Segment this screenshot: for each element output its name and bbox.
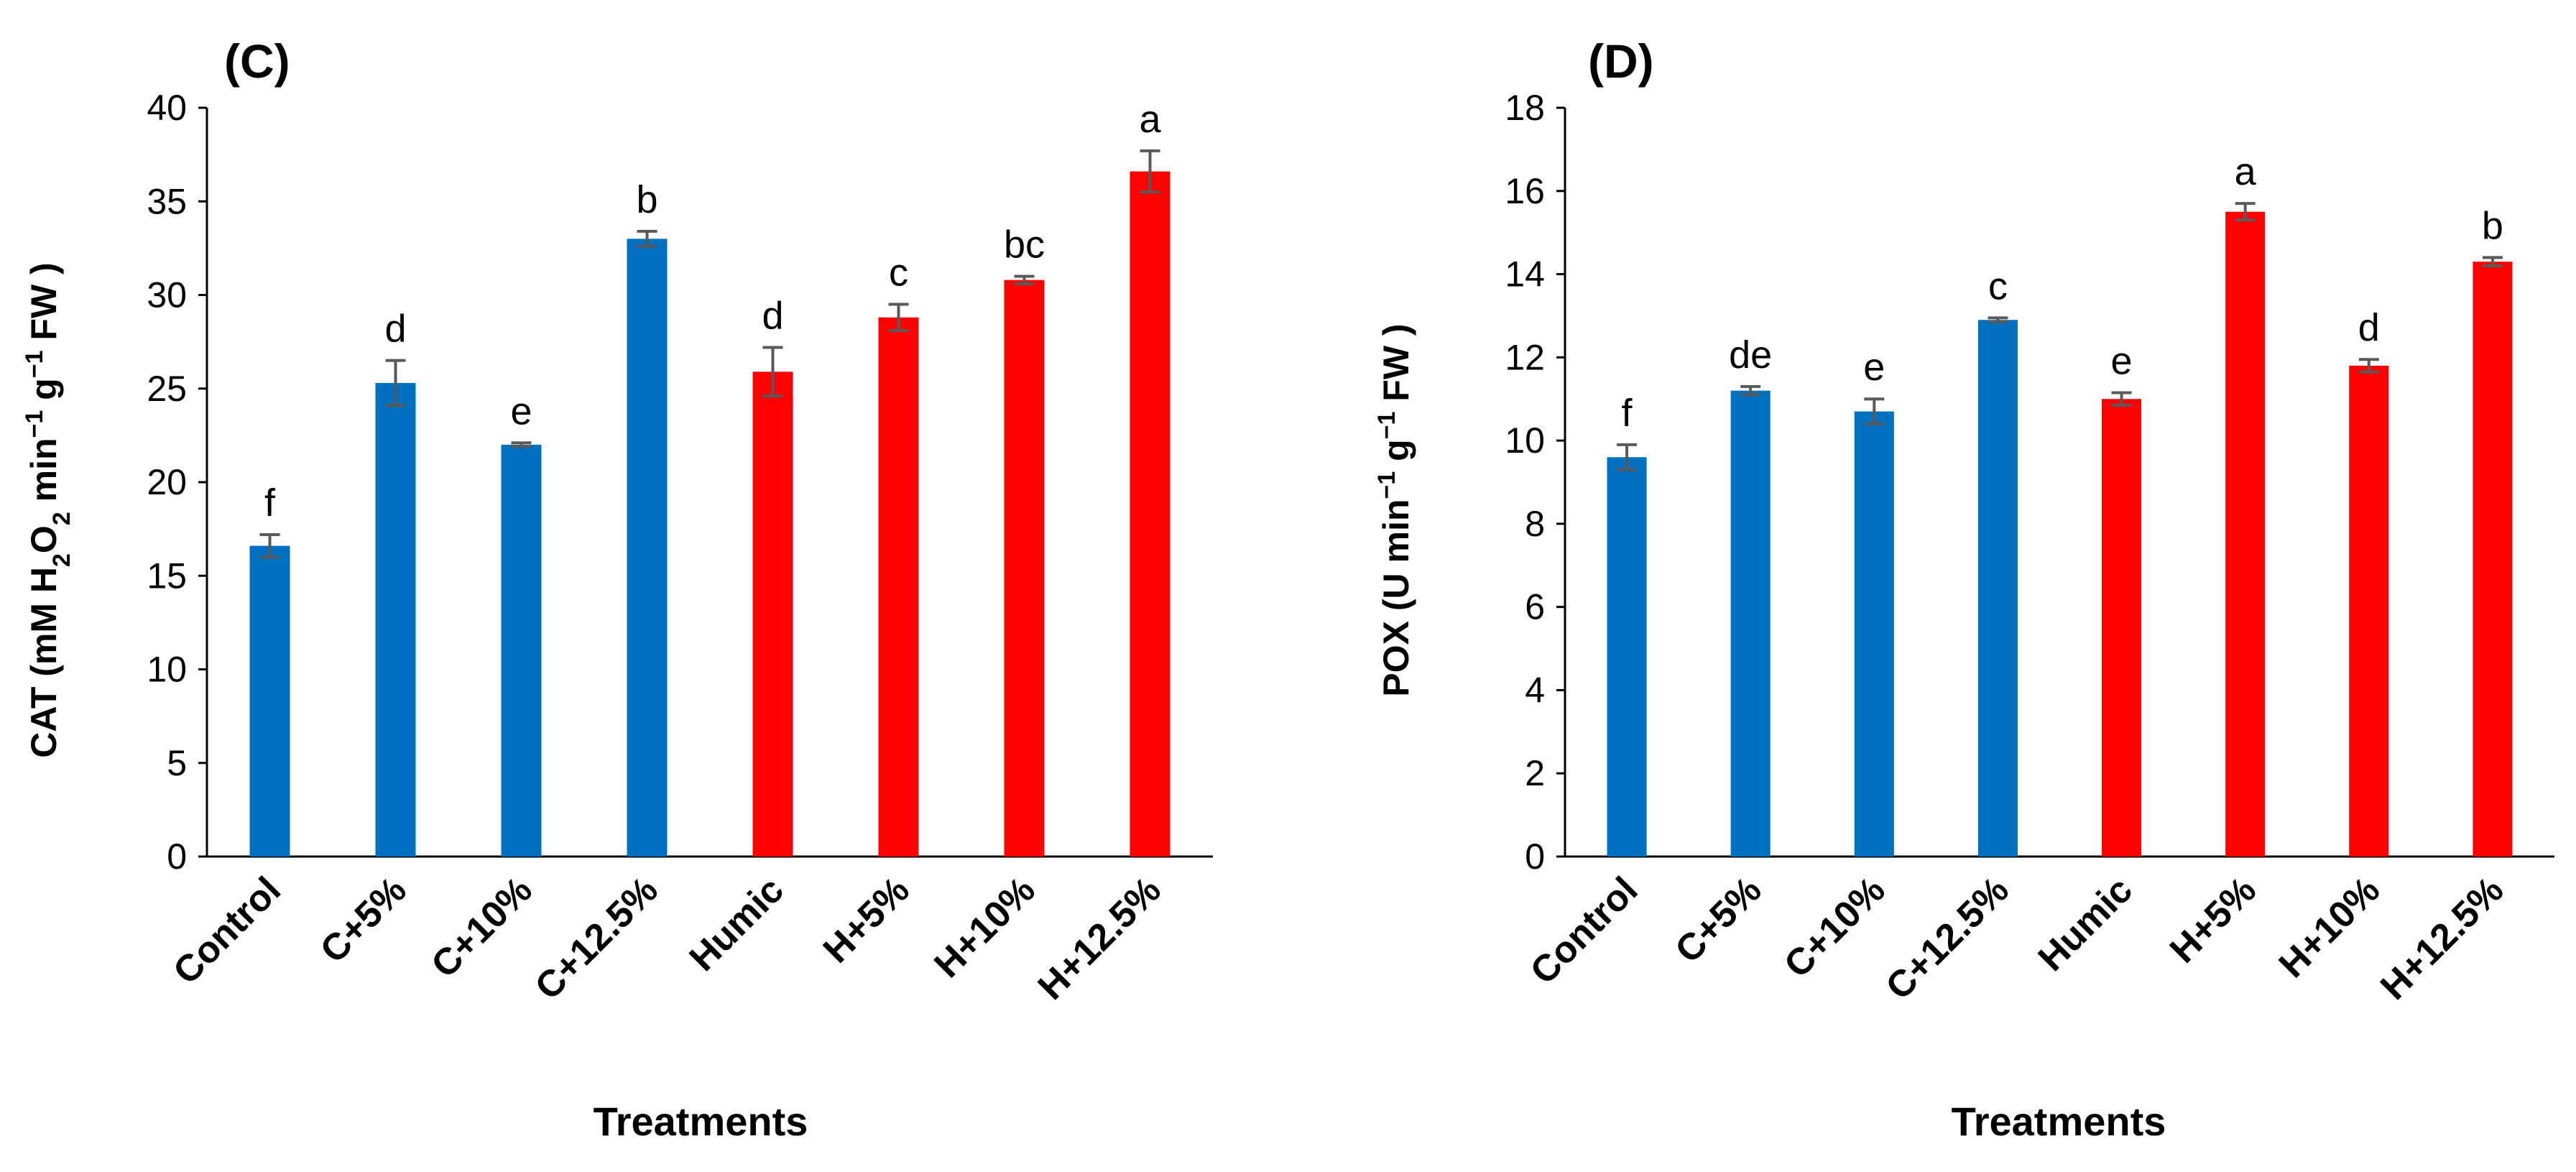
y-tick-label: 8 bbox=[1525, 504, 1545, 544]
bar bbox=[2225, 211, 2266, 857]
significance-letter: de bbox=[1729, 333, 1772, 377]
significance-letter: b bbox=[2482, 204, 2503, 247]
x-tick-label: C+12.5% bbox=[527, 869, 666, 1007]
significance-letter: a bbox=[1139, 98, 1161, 141]
y-tick-label: 14 bbox=[1505, 254, 1545, 295]
x-tick-label: H+12.5% bbox=[2373, 869, 2511, 1007]
significance-letter: b bbox=[636, 178, 657, 221]
x-tick-label: H+5% bbox=[2162, 869, 2264, 971]
y-tick-label: 15 bbox=[147, 555, 187, 596]
bar bbox=[1854, 411, 1894, 857]
y-axis-label: POX (U min−1 g−1 FW ) bbox=[1373, 323, 1416, 696]
panel-d: (D) POX (U min−1 g−1 FW ) Treatments 0 2 4… bbox=[1373, 34, 2554, 1144]
x-tick-label: Humic bbox=[682, 869, 792, 979]
x-tick-label: H+10% bbox=[2271, 869, 2388, 986]
y-tick-label: 30 bbox=[147, 275, 187, 315]
y-tick-label: 12 bbox=[1505, 337, 1545, 377]
x-tick-label: H+5% bbox=[816, 869, 918, 971]
bar bbox=[1977, 320, 2018, 857]
significance-letter: a bbox=[2235, 150, 2257, 193]
y-axis-label: CAT (mM H2O2 min−1 g−1 FW ) bbox=[21, 262, 75, 757]
bar bbox=[752, 372, 793, 857]
x-axis-label: Treatments bbox=[594, 1099, 808, 1144]
significance-letter: d bbox=[762, 294, 783, 337]
y-tick-label: 35 bbox=[147, 181, 187, 221]
x-tick-label: Control bbox=[1523, 869, 1646, 992]
y-tick-label: 18 bbox=[1505, 88, 1545, 128]
bar bbox=[249, 545, 290, 857]
bar bbox=[1730, 390, 1771, 857]
y-tick-label: 0 bbox=[167, 836, 187, 877]
significance-letter: d bbox=[384, 308, 406, 351]
y-tick-label: 0 bbox=[1525, 836, 1545, 877]
bar bbox=[1130, 171, 1171, 857]
significance-letter: c bbox=[1988, 264, 2008, 308]
y-tick-label: 6 bbox=[1525, 587, 1545, 627]
y-tick-label: 5 bbox=[167, 743, 187, 783]
x-axis-label: Treatments bbox=[1952, 1099, 2166, 1144]
y-tick-label: 10 bbox=[1505, 420, 1545, 461]
x-tick-label: C+5% bbox=[1667, 869, 1769, 971]
significance-letter: f bbox=[1622, 392, 1633, 435]
y-tick-label: 40 bbox=[147, 88, 187, 128]
x-tick-label: C+10% bbox=[1776, 869, 1893, 986]
bar bbox=[501, 444, 542, 857]
x-tick-label: H+12.5% bbox=[1030, 869, 1169, 1007]
y-tick-label: 16 bbox=[1505, 171, 1545, 211]
x-tick-label: H+10% bbox=[926, 869, 1043, 986]
significance-letter: bc bbox=[1004, 223, 1045, 266]
panel-title: (D) bbox=[1588, 34, 1654, 88]
bar bbox=[375, 382, 416, 857]
x-tick-label: Control bbox=[165, 869, 289, 992]
x-tick-label: C+10% bbox=[423, 869, 540, 986]
bar bbox=[2102, 399, 2142, 857]
y-tick-label: 25 bbox=[147, 369, 187, 409]
bar bbox=[1004, 280, 1045, 857]
significance-letter: e bbox=[1863, 346, 1885, 389]
bar bbox=[878, 317, 919, 857]
significance-letter: c bbox=[889, 252, 908, 295]
x-tick-label: Humic bbox=[2031, 869, 2141, 979]
significance-letter: d bbox=[2358, 306, 2380, 349]
y-tick-label: 2 bbox=[1525, 753, 1545, 793]
bar bbox=[2349, 365, 2389, 857]
x-tick-label: C+5% bbox=[313, 869, 415, 971]
significance-letter: e bbox=[510, 389, 532, 433]
significance-letter: f bbox=[264, 481, 276, 525]
significance-letter: e bbox=[2111, 340, 2133, 383]
y-tick-label: 4 bbox=[1525, 670, 1545, 710]
panel-title: (C) bbox=[224, 34, 290, 88]
bar bbox=[627, 239, 668, 857]
y-tick-label: 20 bbox=[147, 462, 187, 502]
panel-c: (C) CAT (mM H2O2 min−1 g−1 FW ) Treatmen… bbox=[21, 34, 1213, 1144]
bar bbox=[2473, 262, 2513, 857]
bar bbox=[1607, 457, 1647, 857]
y-tick-label: 10 bbox=[147, 650, 187, 690]
x-tick-label: C+12.5% bbox=[1878, 869, 2017, 1007]
